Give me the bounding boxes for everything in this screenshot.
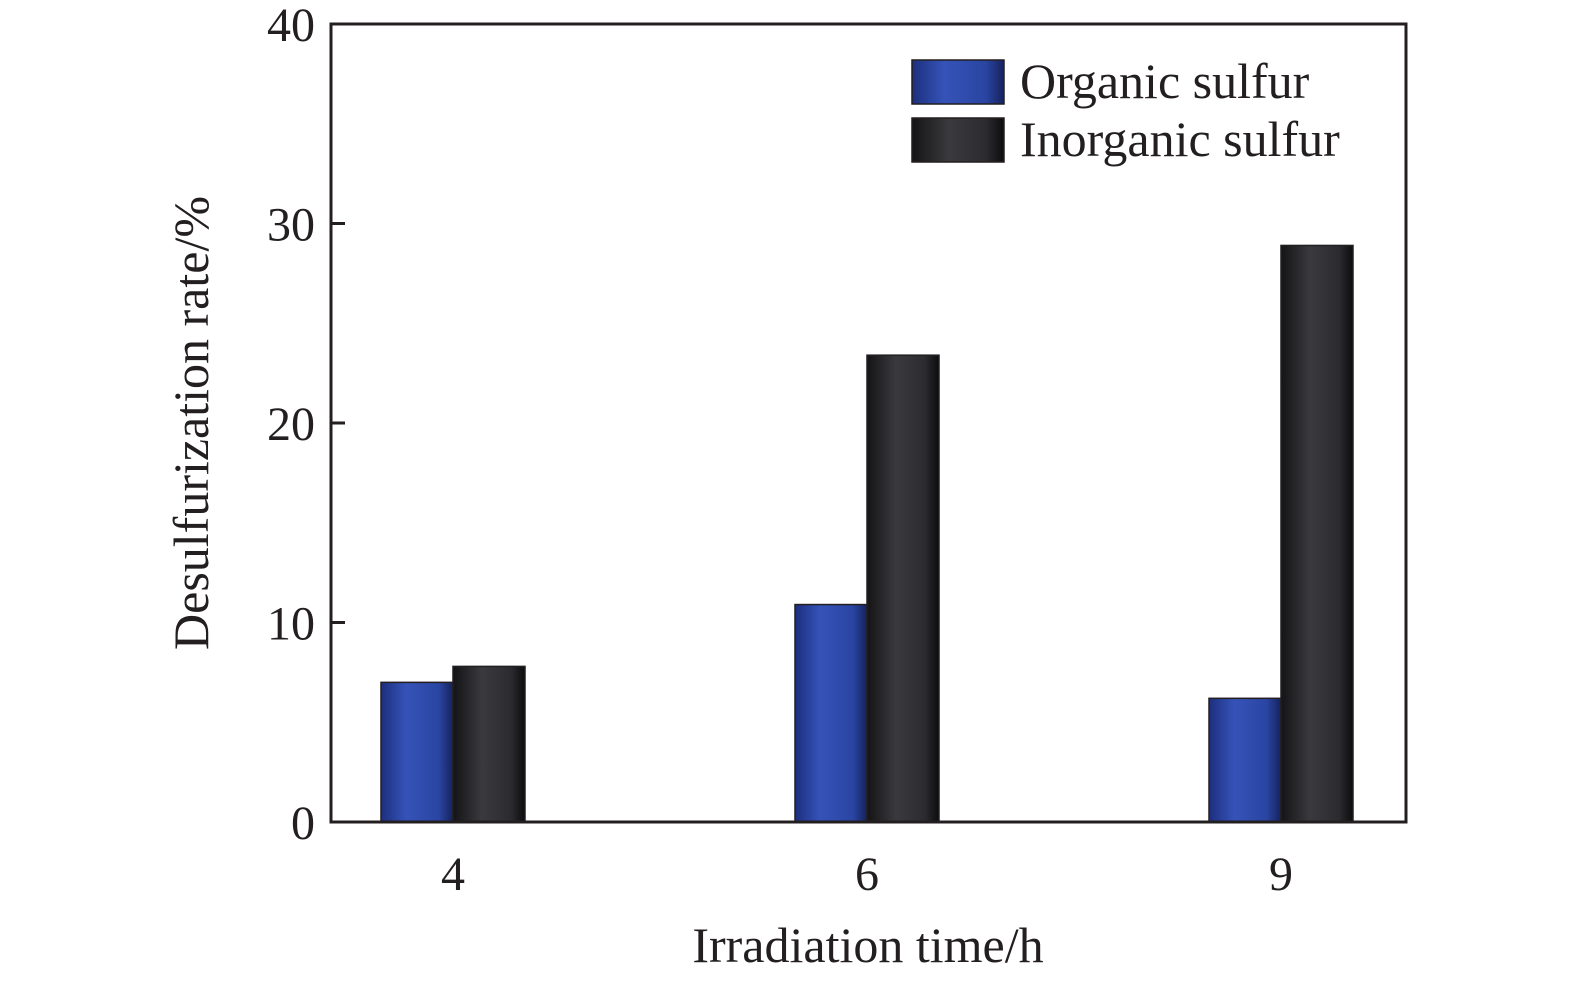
y-axis-title: Desulfurization rate/%	[163, 196, 219, 650]
x-tick-label: 9	[1269, 848, 1293, 901]
plot-frame	[329, 22, 1408, 824]
bar-organic-6	[794, 603, 868, 823]
y-tick-label: 10	[267, 598, 315, 651]
x-tick-label: 6	[855, 848, 879, 901]
bar-inorganic-6	[866, 354, 940, 823]
bars-group	[380, 244, 1354, 823]
x-ticks-group: 4 6 9	[441, 848, 1293, 901]
legend-swatch-organic	[911, 59, 1005, 105]
bar-organic-9	[1208, 697, 1282, 823]
y-ticks-group: 0 10 20 30 40	[267, 0, 345, 850]
x-axis-title: Irradiation time/h	[692, 917, 1043, 973]
y-tick-label: 30	[267, 199, 315, 252]
bar-inorganic-4	[452, 665, 526, 823]
bar-inorganic-9	[1280, 244, 1354, 823]
legend-label-organic: Organic sulfur	[1020, 53, 1310, 109]
y-tick-label: 0	[291, 797, 315, 850]
legend-label-inorganic: Inorganic sulfur	[1020, 111, 1340, 167]
y-tick-label: 20	[267, 398, 315, 451]
legend-swatch-inorganic	[911, 117, 1005, 163]
x-tick-label: 4	[441, 848, 465, 901]
y-tick-label: 40	[267, 0, 315, 52]
bar-organic-4	[380, 681, 454, 823]
